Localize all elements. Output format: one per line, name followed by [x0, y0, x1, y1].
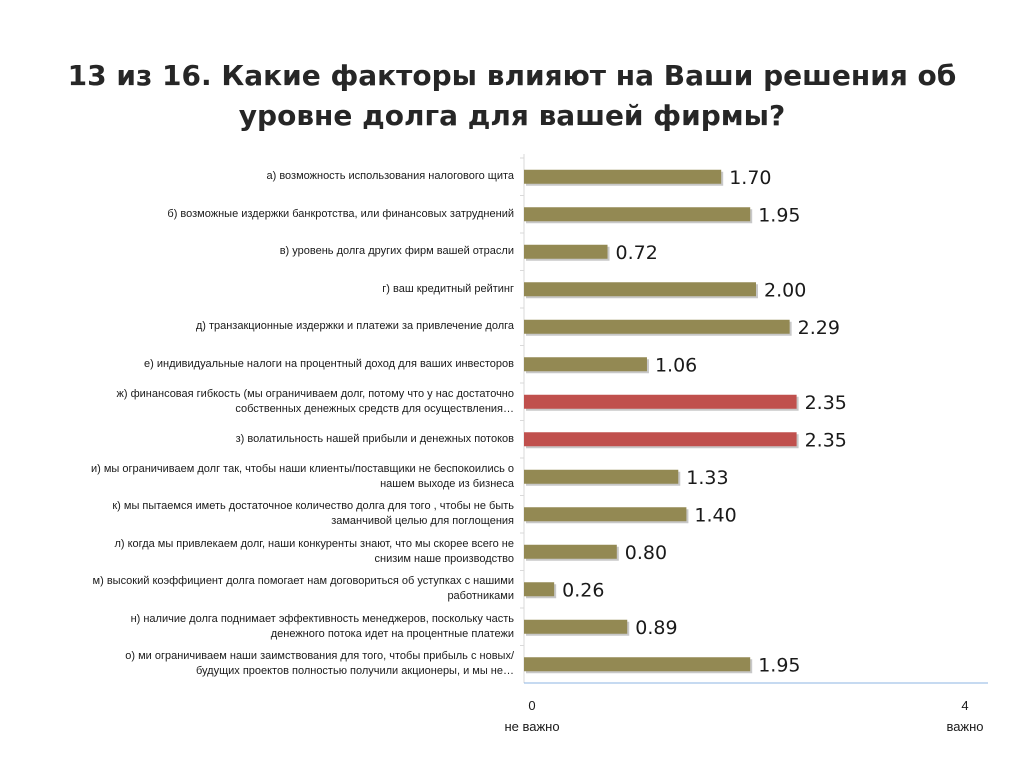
category-label-text: з) волатильность нашей прибыли и денежны…	[235, 432, 514, 445]
category-label-text: б) возможные издержки банкротства, или ф…	[167, 207, 514, 220]
data-label: 1.95	[758, 204, 800, 226]
category-label: е) индивидуальные налоги на процентный д…	[84, 347, 514, 381]
bar	[524, 319, 790, 334]
bar	[524, 244, 608, 259]
category-label: б) возможные издержки банкротства, или ф…	[84, 197, 514, 231]
category-label-text: и) мы ограничиваем долг так, чтобы наши …	[90, 462, 514, 490]
category-label: з) волатильность нашей прибыли и денежны…	[84, 422, 514, 456]
data-label: 2.29	[798, 317, 840, 339]
bar	[524, 282, 756, 297]
category-label-text: л) когда мы привлекаем долг, наши конкур…	[114, 537, 514, 565]
bar	[524, 432, 797, 447]
category-label: л) когда мы привлекаем долг, наши конкур…	[84, 535, 514, 569]
data-label: 0.26	[562, 579, 604, 601]
category-label: н) наличие долга поднимает эффективность…	[84, 610, 514, 644]
category-label: д) транзакционные издержки и платежи за …	[84, 310, 514, 344]
data-label: 2.35	[805, 392, 847, 414]
category-label: и) мы ограничиваем долг так, чтобы наши …	[84, 460, 514, 494]
bar	[524, 507, 687, 522]
x-tick-label-min: 0	[528, 698, 536, 713]
data-label: 1.40	[694, 504, 736, 526]
bar	[524, 657, 751, 672]
category-label: о) ми ограничиваем наши заимствования дл…	[84, 647, 514, 681]
category-label: к) мы пытаемся иметь достаточное количес…	[84, 497, 514, 531]
category-label-text: н) наличие долга поднимает эффективность…	[130, 612, 514, 640]
data-label: 1.95	[758, 654, 800, 676]
bar	[524, 619, 628, 634]
category-label: а) возможность использования налогового …	[84, 160, 514, 194]
bar	[524, 544, 617, 559]
category-label-text: а) возможность использования налогового …	[266, 170, 514, 183]
data-label: 0.80	[625, 542, 667, 564]
category-label-text: г) ваш кредитный рейтинг	[382, 282, 514, 295]
x-tick-label-max: 4	[961, 698, 969, 713]
bar	[524, 394, 797, 409]
bar	[524, 169, 722, 184]
bar	[524, 357, 647, 372]
data-label: 0.72	[616, 242, 658, 264]
category-label-text: в) уровень долга других фирм вашей отрас…	[279, 245, 514, 258]
data-label: 2.00	[764, 279, 806, 301]
data-label: 1.33	[686, 467, 728, 489]
category-label: м) высокий коэффициент долга помогает на…	[84, 572, 514, 606]
category-label-text: м) высокий коэффициент долга помогает на…	[92, 575, 514, 603]
category-label: ж) финансовая гибкость (мы ограничиваем …	[84, 385, 514, 419]
x-axis-left-label: не важно	[504, 719, 560, 734]
category-label-text: е) индивидуальные налоги на процентный д…	[144, 357, 514, 370]
bar	[524, 207, 751, 222]
data-label: 1.06	[655, 354, 697, 376]
data-label: 0.89	[635, 617, 677, 639]
category-label-text: о) ми ограничиваем наши заимствования дл…	[125, 650, 514, 678]
data-label: 2.35	[805, 429, 847, 451]
x-axis-right-label: важно	[946, 719, 984, 734]
category-label-text: д) транзакционные издержки и платежи за …	[195, 320, 514, 333]
category-label: в) уровень долга других фирм вашей отрас…	[84, 235, 514, 269]
category-label-text: к) мы пытаемся иметь достаточное количес…	[112, 500, 514, 528]
category-label-text: ж) финансовая гибкость (мы ограничиваем …	[116, 387, 514, 415]
bar	[524, 582, 555, 597]
chart-title: 13 из 16. Какие факторы влияют на Ваши р…	[67, 59, 957, 132]
data-label: 1.70	[729, 167, 771, 189]
category-label: г) ваш кредитный рейтинг	[84, 272, 514, 306]
bar	[524, 469, 679, 484]
